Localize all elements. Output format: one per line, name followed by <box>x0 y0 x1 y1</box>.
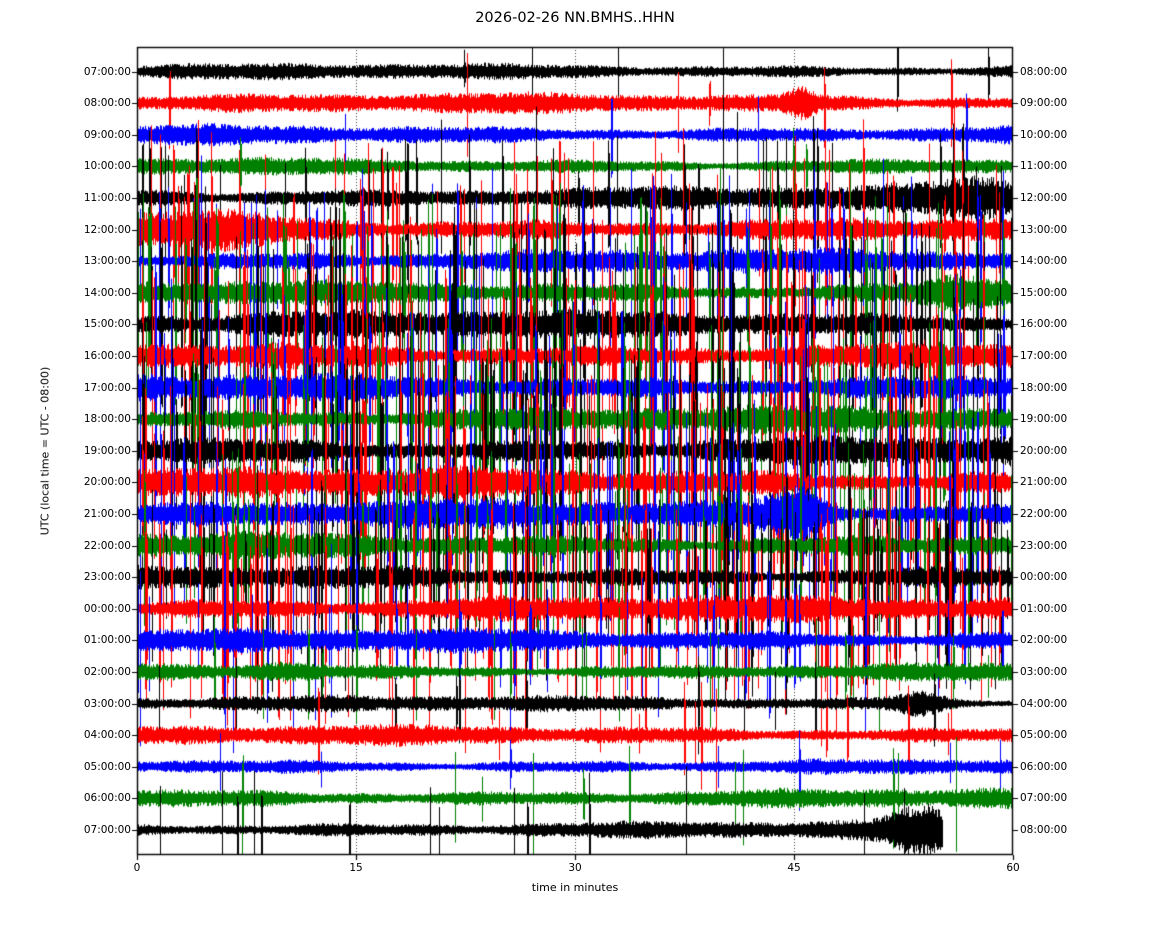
y-tick-label-utc: 18:00:00 <box>83 413 131 426</box>
y-tick-label-local: 18:00:00 <box>1020 381 1068 394</box>
y-tick-label-local: 17:00:00 <box>1020 349 1068 362</box>
y-tick-label-utc: 03:00:00 <box>83 697 131 710</box>
y-tick-label-utc: 13:00:00 <box>83 255 131 268</box>
y-tick-label-utc: 15:00:00 <box>83 318 131 331</box>
y-tick-label-local: 01:00:00 <box>1020 602 1068 615</box>
y-tick-label-local: 22:00:00 <box>1020 507 1068 520</box>
y-tick-label-utc: 12:00:00 <box>83 223 131 236</box>
y-tick-label-local: 09:00:00 <box>1020 97 1068 110</box>
y-tick-label-utc: 23:00:00 <box>83 571 131 584</box>
x-tick-label: 30 <box>568 862 582 874</box>
y-tick-label-local: 06:00:00 <box>1020 760 1068 773</box>
y-tick-label-local: 12:00:00 <box>1020 191 1068 204</box>
x-tick-label: 0 <box>133 862 141 874</box>
page-title: 2026-02-26 NN.BMHS..HHN <box>475 10 675 26</box>
y-tick-label-utc: 20:00:00 <box>83 476 131 489</box>
y-tick-label-utc: 02:00:00 <box>83 665 131 678</box>
x-axis-label: time in minutes <box>531 881 619 894</box>
y-tick-label-local: 05:00:00 <box>1020 729 1068 742</box>
y-tick-label-utc: 07:00:00 <box>83 65 131 78</box>
y-tick-label-local: 14:00:00 <box>1020 255 1068 268</box>
y-tick-label-utc: 11:00:00 <box>83 191 131 204</box>
y-tick-label-local: 16:00:00 <box>1020 318 1068 331</box>
y-tick-label-local: 11:00:00 <box>1020 160 1068 173</box>
y-tick-label-local: 13:00:00 <box>1020 223 1068 236</box>
y-tick-label-local: 02:00:00 <box>1020 634 1068 647</box>
y-tick-label-utc: 00:00:00 <box>83 602 131 615</box>
y-tick-label-utc: 10:00:00 <box>83 160 131 173</box>
y-tick-label-local: 21:00:00 <box>1020 476 1068 489</box>
y-tick-label-local: 20:00:00 <box>1020 444 1068 457</box>
y-tick-label-local: 00:00:00 <box>1020 571 1068 584</box>
y-tick-label-utc: 14:00:00 <box>83 286 131 299</box>
y-tick-label-local: 23:00:00 <box>1020 539 1068 552</box>
y-tick-label-utc: 07:00:00 <box>83 823 131 836</box>
y-tick-label-utc: 05:00:00 <box>83 760 131 773</box>
y-tick-label-utc: 17:00:00 <box>83 381 131 394</box>
y-tick-label-utc: 04:00:00 <box>83 729 131 742</box>
y-tick-label-utc: 19:00:00 <box>83 444 131 457</box>
y-tick-label-utc: 22:00:00 <box>83 539 131 552</box>
x-tick-label: 45 <box>787 862 801 874</box>
y-tick-label-utc: 21:00:00 <box>83 507 131 520</box>
y-tick-label-local: 15:00:00 <box>1020 286 1068 299</box>
y-axis-label: UTC (local time = UTC - 08:00) <box>38 366 52 536</box>
y-tick-label-utc: 08:00:00 <box>83 97 131 110</box>
y-tick-label-local: 19:00:00 <box>1020 413 1068 426</box>
y-tick-label-utc: 09:00:00 <box>83 128 131 141</box>
y-tick-label-local: 04:00:00 <box>1020 697 1068 710</box>
y-tick-label-local: 03:00:00 <box>1020 665 1068 678</box>
y-tick-label-local: 08:00:00 <box>1020 823 1068 836</box>
y-tick-label-local: 07:00:00 <box>1020 792 1068 805</box>
x-tick-label: 15 <box>349 862 363 874</box>
y-tick-label-utc: 06:00:00 <box>83 792 131 805</box>
x-tick-label: 60 <box>1006 862 1020 874</box>
y-tick-label-utc: 01:00:00 <box>83 634 131 647</box>
y-tick-label-local: 08:00:00 <box>1020 65 1068 78</box>
y-tick-label-local: 10:00:00 <box>1020 128 1068 141</box>
y-tick-label-utc: 16:00:00 <box>83 349 131 362</box>
